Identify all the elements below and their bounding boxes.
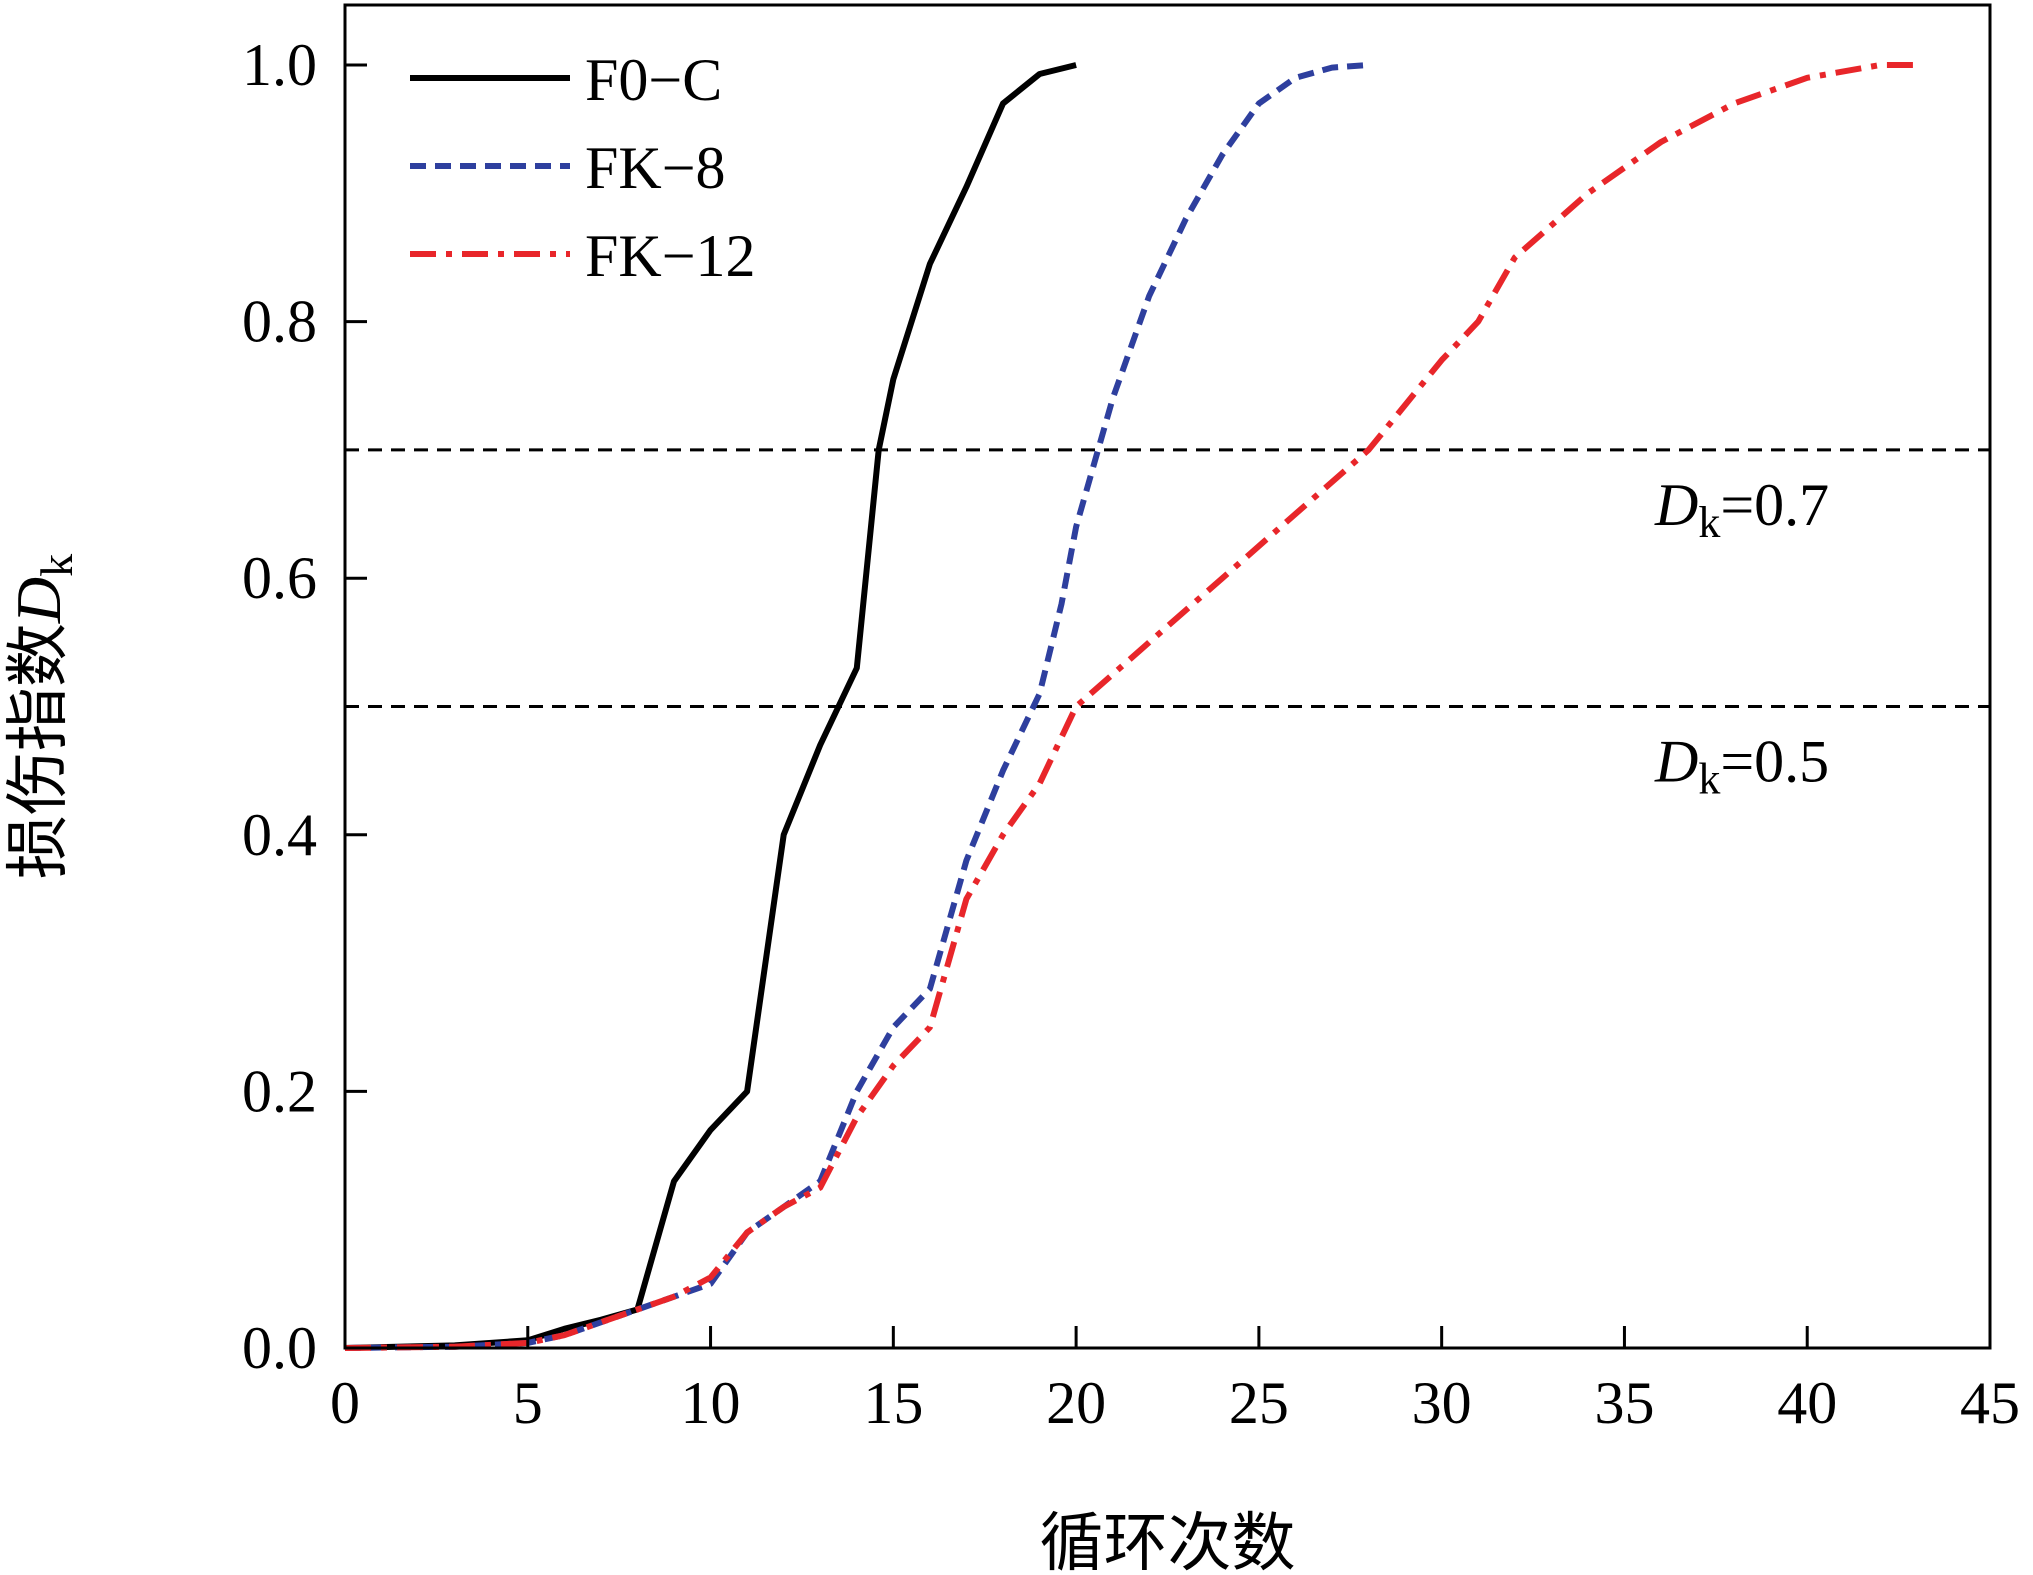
- x-tick-label: 5: [513, 1370, 543, 1436]
- y-axis-ticks: 0.0 0.2 0.4 0.6 0.8 1.0: [242, 32, 367, 1381]
- legend-label: F0−C: [585, 47, 722, 113]
- y-axis-title-symbol: D: [3, 577, 74, 624]
- x-tick-label: 0: [330, 1370, 360, 1436]
- series-line-fk-12: [344, 62, 1917, 1351]
- y-tick-label: 0.6: [242, 545, 317, 611]
- plot-frame: [343, 3, 1992, 1350]
- x-tick-label: 15: [863, 1370, 923, 1436]
- x-tick-label: 10: [681, 1370, 741, 1436]
- reference-label-0.7: Dk=0.7: [1654, 472, 1829, 547]
- ref-label-value: =0.5: [1720, 729, 1829, 795]
- y-tick-label: 1.0: [242, 32, 317, 98]
- series-lines: [344, 62, 1917, 1351]
- ref-label-symbol: D: [1654, 472, 1698, 538]
- x-axis-title: 循环次数: [1040, 1507, 1296, 1575]
- series-line-f0-c: [344, 62, 1077, 1351]
- ref-label-symbol: D: [1654, 729, 1698, 795]
- reference-label-0.5: Dk=0.5: [1654, 729, 1829, 804]
- reference-lines: Dk=0.7 Dk=0.5: [345, 448, 1990, 804]
- y-tick-label: 0.8: [242, 289, 317, 355]
- ref-label-sub: k: [1698, 755, 1720, 804]
- x-tick-label: 30: [1412, 1370, 1472, 1436]
- y-axis-title: 损伤指数Dk: [2, 554, 82, 879]
- y-axis-title-text: 损伤指数: [2, 623, 76, 879]
- x-tick-label: 25: [1229, 1370, 1289, 1436]
- y-tick-label: 0.4: [242, 802, 317, 868]
- y-tick-label: 0.2: [242, 1058, 317, 1124]
- y-tick-label: 0.0: [242, 1315, 317, 1381]
- x-tick-label: 45: [1960, 1370, 2020, 1436]
- legend: F0−C FK−8 FK−12: [410, 47, 756, 289]
- ref-label-value: =0.7: [1720, 472, 1829, 538]
- x-tick-label: 35: [1594, 1370, 1654, 1436]
- x-axis-ticks: 0 5 10 15 20 25 30 35 40 45: [330, 1326, 2020, 1436]
- x-tick-label: 40: [1777, 1370, 1837, 1436]
- y-axis-title-sub: k: [31, 554, 82, 577]
- legend-label: FK−8: [585, 135, 726, 201]
- ref-label-sub: k: [1698, 498, 1720, 547]
- series-line-fk-8: [344, 62, 1369, 1351]
- legend-label: FK−12: [585, 223, 756, 289]
- x-tick-label: 20: [1046, 1370, 1106, 1436]
